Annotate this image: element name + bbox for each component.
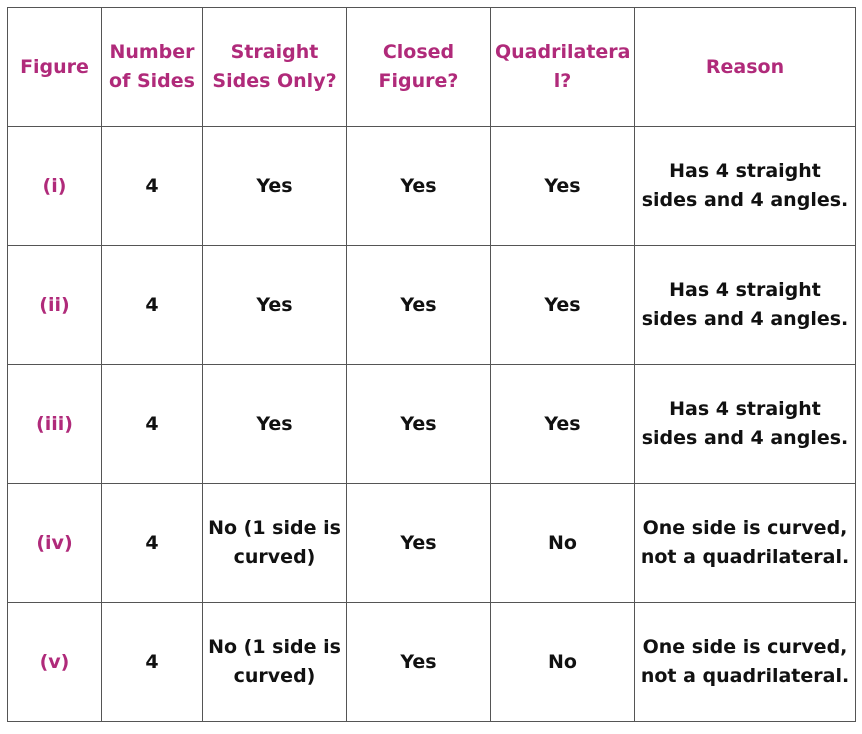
header-figure: Figure: [7, 7, 102, 127]
straight-cell: No (1 side is curved): [202, 483, 347, 603]
sides-cell: 4: [101, 126, 203, 246]
sides-cell: 4: [101, 245, 203, 365]
closed-cell: Yes: [346, 364, 491, 484]
reason-cell: One side is curved, not a quadrilateral.: [634, 483, 856, 603]
quadrilateral-cell: Yes: [490, 126, 635, 246]
table-row: (i) 4 Yes Yes Yes Has 4 straight sides a…: [7, 126, 856, 246]
table-row: (v) 4 No (1 side is curved) Yes No One s…: [7, 602, 856, 722]
figure-cell: (iv): [7, 483, 102, 603]
quadrilateral-cell: Yes: [490, 245, 635, 365]
reason-cell: Has 4 straight sides and 4 angles.: [634, 126, 856, 246]
header-row: Figure Number of Sides Straight Sides On…: [7, 7, 856, 127]
header-quadrilateral: Quadrilatera l?: [490, 7, 635, 127]
closed-cell: Yes: [346, 483, 491, 603]
sides-cell: 4: [101, 364, 203, 484]
reason-cell: One side is curved, not a quadrilateral.: [634, 602, 856, 722]
reason-cell: Has 4 straight sides and 4 angles.: [634, 245, 856, 365]
table-row: (ii) 4 Yes Yes Yes Has 4 straight sides …: [7, 245, 856, 365]
closed-cell: Yes: [346, 602, 491, 722]
quadrilateral-table-container: Figure Number of Sides Straight Sides On…: [7, 7, 856, 722]
sides-cell: 4: [101, 483, 203, 603]
straight-cell: Yes: [202, 364, 347, 484]
figure-cell: (i): [7, 126, 102, 246]
quadrilateral-table: Figure Number of Sides Straight Sides On…: [7, 7, 856, 722]
figure-cell: (ii): [7, 245, 102, 365]
header-closed-figure: Closed Figure?: [346, 7, 491, 127]
header-straight-sides-only: Straight Sides Only?: [202, 7, 347, 127]
closed-cell: Yes: [346, 126, 491, 246]
figure-cell: (v): [7, 602, 102, 722]
table-row: (iv) 4 No (1 side is curved) Yes No One …: [7, 483, 856, 603]
header-reason: Reason: [634, 7, 856, 127]
straight-cell: No (1 side is curved): [202, 602, 347, 722]
straight-cell: Yes: [202, 126, 347, 246]
reason-cell: Has 4 straight sides and 4 angles.: [634, 364, 856, 484]
table-row: (iii) 4 Yes Yes Yes Has 4 straight sides…: [7, 364, 856, 484]
quadrilateral-cell: Yes: [490, 364, 635, 484]
closed-cell: Yes: [346, 245, 491, 365]
sides-cell: 4: [101, 602, 203, 722]
straight-cell: Yes: [202, 245, 347, 365]
header-number-of-sides: Number of Sides: [101, 7, 203, 127]
quadrilateral-cell: No: [490, 602, 635, 722]
figure-cell: (iii): [7, 364, 102, 484]
quadrilateral-cell: No: [490, 483, 635, 603]
